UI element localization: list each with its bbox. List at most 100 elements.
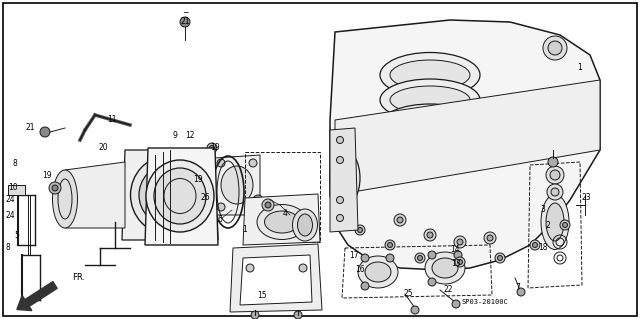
- Circle shape: [563, 222, 568, 227]
- Text: 24: 24: [5, 196, 15, 204]
- Circle shape: [337, 137, 344, 144]
- Text: 23: 23: [581, 194, 591, 203]
- Circle shape: [387, 242, 392, 248]
- Text: 12: 12: [185, 130, 195, 139]
- Circle shape: [495, 253, 505, 263]
- Polygon shape: [335, 80, 600, 195]
- Text: 17: 17: [349, 250, 359, 259]
- Text: 9: 9: [173, 130, 177, 139]
- Circle shape: [548, 41, 562, 55]
- Text: FR.: FR.: [72, 273, 85, 283]
- Polygon shape: [243, 194, 320, 245]
- Circle shape: [199, 174, 211, 186]
- Ellipse shape: [330, 151, 360, 205]
- Ellipse shape: [541, 195, 569, 249]
- Text: 21: 21: [25, 123, 35, 132]
- Ellipse shape: [546, 203, 564, 241]
- Circle shape: [52, 185, 58, 191]
- Circle shape: [497, 256, 502, 261]
- Text: 20: 20: [98, 144, 108, 152]
- Ellipse shape: [139, 165, 197, 225]
- Polygon shape: [122, 150, 218, 240]
- Circle shape: [337, 157, 344, 164]
- Polygon shape: [215, 155, 260, 215]
- Text: 1: 1: [243, 226, 248, 234]
- Circle shape: [236, 186, 244, 194]
- Circle shape: [543, 36, 567, 60]
- Text: 24: 24: [5, 211, 15, 219]
- Circle shape: [458, 259, 463, 264]
- Circle shape: [253, 195, 263, 205]
- Circle shape: [217, 159, 225, 167]
- Circle shape: [517, 288, 525, 296]
- Circle shape: [294, 311, 302, 319]
- Polygon shape: [145, 148, 218, 245]
- Ellipse shape: [380, 104, 480, 146]
- Circle shape: [217, 203, 225, 211]
- Ellipse shape: [221, 166, 253, 204]
- Circle shape: [255, 197, 260, 203]
- Text: SP03-20100C: SP03-20100C: [462, 299, 509, 305]
- Text: 8: 8: [13, 159, 17, 167]
- Circle shape: [337, 197, 344, 204]
- Ellipse shape: [257, 204, 307, 240]
- Ellipse shape: [146, 160, 214, 232]
- Ellipse shape: [380, 79, 480, 121]
- FancyArrow shape: [17, 282, 57, 311]
- Circle shape: [428, 251, 436, 259]
- Circle shape: [249, 203, 257, 211]
- Circle shape: [209, 145, 214, 151]
- Circle shape: [487, 235, 493, 241]
- Circle shape: [299, 264, 307, 272]
- Text: 5: 5: [14, 231, 19, 240]
- Circle shape: [221, 174, 229, 182]
- Circle shape: [361, 254, 369, 262]
- Ellipse shape: [432, 258, 458, 278]
- Circle shape: [415, 253, 425, 263]
- Circle shape: [411, 306, 419, 314]
- Text: 4: 4: [283, 209, 287, 218]
- Ellipse shape: [52, 170, 77, 228]
- Text: ─: ─: [182, 8, 188, 17]
- Polygon shape: [330, 128, 358, 232]
- Circle shape: [428, 278, 436, 286]
- Circle shape: [427, 232, 433, 238]
- Ellipse shape: [390, 86, 470, 114]
- Circle shape: [394, 214, 406, 226]
- Text: 26: 26: [200, 194, 210, 203]
- Ellipse shape: [390, 60, 470, 90]
- Circle shape: [457, 239, 463, 245]
- Ellipse shape: [292, 209, 317, 241]
- Circle shape: [180, 17, 190, 27]
- Text: 11: 11: [108, 115, 116, 124]
- Text: 3: 3: [540, 205, 545, 214]
- Text: 18: 18: [538, 243, 547, 253]
- Circle shape: [532, 242, 538, 248]
- Text: 2: 2: [545, 220, 550, 229]
- Ellipse shape: [336, 159, 354, 197]
- Ellipse shape: [358, 256, 398, 288]
- Circle shape: [337, 214, 344, 221]
- Circle shape: [386, 254, 394, 262]
- Circle shape: [202, 177, 208, 183]
- Text: 14: 14: [450, 246, 460, 255]
- Circle shape: [424, 229, 436, 241]
- Circle shape: [251, 311, 259, 319]
- Text: 21: 21: [180, 18, 189, 26]
- Circle shape: [385, 240, 395, 250]
- Text: 15: 15: [257, 291, 267, 300]
- Circle shape: [546, 166, 564, 184]
- Ellipse shape: [154, 168, 206, 224]
- Circle shape: [207, 143, 217, 153]
- Circle shape: [454, 251, 462, 259]
- Circle shape: [246, 264, 254, 272]
- Ellipse shape: [131, 156, 205, 234]
- Polygon shape: [215, 168, 252, 205]
- Circle shape: [547, 184, 563, 200]
- Circle shape: [40, 127, 50, 137]
- Circle shape: [560, 220, 570, 230]
- Circle shape: [530, 240, 540, 250]
- Ellipse shape: [264, 211, 300, 233]
- Polygon shape: [240, 255, 312, 305]
- Text: 7: 7: [516, 284, 520, 293]
